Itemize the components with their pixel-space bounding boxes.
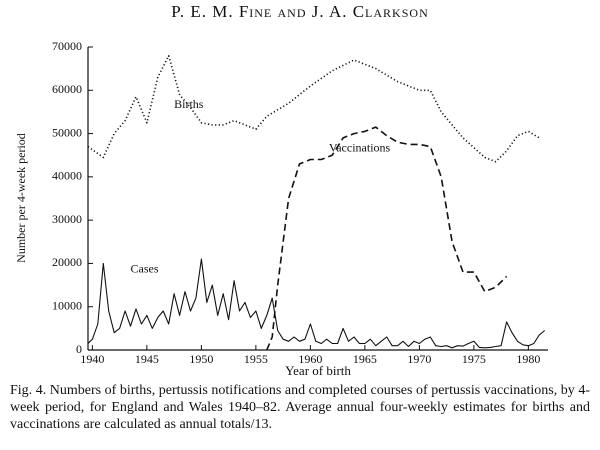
- x-tick-label: 1970: [407, 352, 431, 366]
- x-tick-label: 1950: [189, 352, 213, 366]
- y-tick-label: 60000: [52, 82, 82, 96]
- x-tick-label: 1960: [298, 352, 322, 366]
- x-tick-label: 1955: [244, 352, 268, 366]
- series-label: Cases: [131, 262, 159, 276]
- chart: Number per 4-week period Year of birth 0…: [14, 39, 548, 378]
- data-line: [87, 258, 546, 349]
- y-tick-label: 20000: [52, 255, 82, 269]
- x-tick-label: 1945: [135, 352, 159, 366]
- x-axis-label: Year of birth: [285, 363, 351, 378]
- x-tick-label: 1975: [462, 352, 486, 366]
- y-tick-label: 0: [76, 342, 82, 356]
- figure-caption: Fig. 4. Numbers of births, pertussis not…: [10, 383, 590, 432]
- y-tick-label: 30000: [52, 212, 82, 226]
- running-header: P. E. M. Fine and J. A. Clarkson: [171, 2, 429, 21]
- y-tick-label: 10000: [52, 298, 82, 312]
- series-label: Births: [174, 97, 204, 111]
- series-label: Vaccinations: [329, 140, 391, 154]
- y-tick-label: 40000: [52, 169, 82, 183]
- y-tick-label: 50000: [52, 125, 82, 139]
- data-line: [87, 54, 540, 163]
- x-tick-label: 1940: [80, 352, 104, 366]
- x-tick-label: 1965: [353, 352, 377, 366]
- y-tick-label: 70000: [52, 39, 82, 53]
- y-axis-label: Number per 4-week period: [14, 133, 28, 263]
- x-tick-label: 1980: [516, 352, 540, 366]
- data-line: [266, 126, 508, 351]
